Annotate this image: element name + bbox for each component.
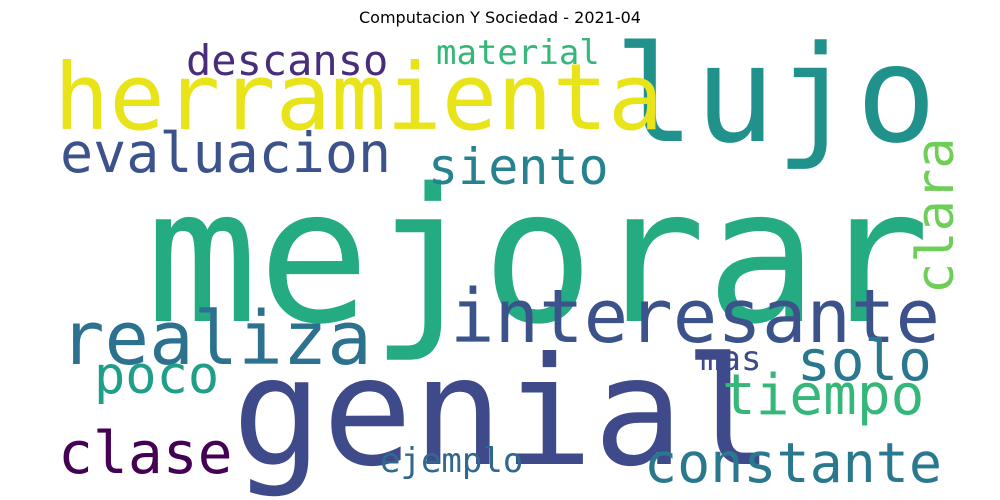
word-ejemplo: ejemplo — [380, 441, 524, 481]
word-genial: genial — [232, 326, 774, 500]
word-siento: siento — [428, 138, 609, 196]
word-realiza: realiza — [60, 296, 372, 382]
word-interesante: interesante — [450, 274, 941, 360]
word-poco: poco — [94, 346, 220, 406]
word-mas: mas — [700, 339, 762, 379]
word-tiempo: tiempo — [722, 363, 925, 428]
word-clase: clase — [58, 419, 233, 487]
word-clara: clara — [906, 137, 966, 294]
word-constante: constante — [644, 431, 943, 495]
word-material: material — [436, 33, 600, 73]
word-evaluacion: evaluacion — [60, 121, 392, 185]
word-mejorar: mejorar — [146, 148, 930, 365]
word-herramienta: herramienta — [54, 44, 664, 151]
word-solo: solo — [797, 329, 932, 394]
word-lujo: lujo — [614, 17, 937, 173]
chart-title: Computacion Y Sociedad - 2021-04 — [359, 8, 641, 27]
word-descanso: descanso — [186, 36, 389, 85]
